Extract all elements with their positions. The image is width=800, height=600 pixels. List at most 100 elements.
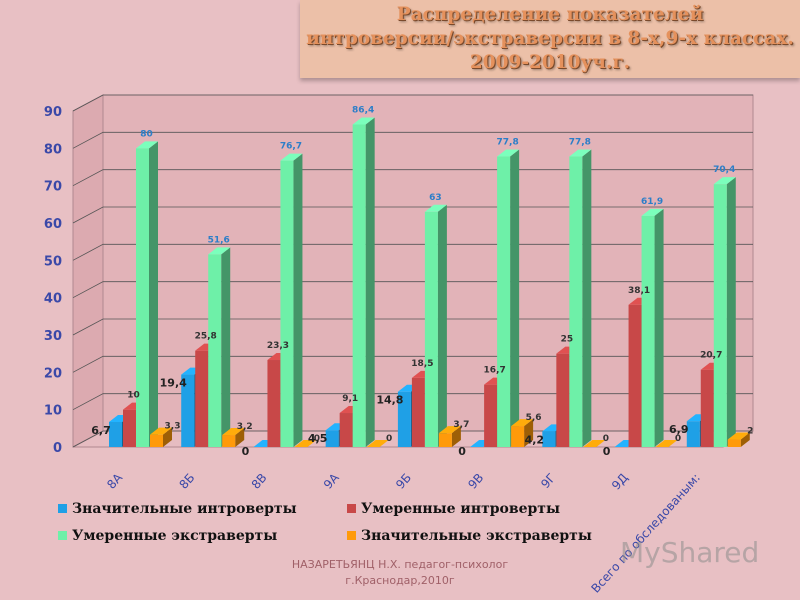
bar — [713, 177, 736, 447]
bar-side — [221, 247, 231, 447]
data-label: 19,4 — [160, 377, 187, 390]
data-label: 10 — [127, 391, 140, 401]
chart-bars — [109, 117, 750, 448]
bar-front — [123, 409, 136, 447]
bar-side — [437, 204, 447, 447]
y-tick-label: 50 — [44, 254, 62, 269]
bar-side — [293, 153, 303, 448]
bar-front — [352, 124, 366, 447]
bar-front — [628, 304, 642, 447]
bar — [583, 440, 606, 447]
data-label: 0 — [458, 445, 466, 458]
data-label: 61,9 — [641, 197, 663, 207]
data-label: 20,7 — [700, 351, 722, 361]
data-label: 6,9 — [669, 423, 689, 436]
bar-front — [208, 254, 222, 447]
bar-front — [686, 421, 700, 447]
bar — [366, 440, 389, 447]
legend-item: Значительные интроверты — [58, 501, 297, 517]
x-tick-label: 9А — [321, 470, 343, 492]
x-tick-label: 8А — [104, 470, 126, 492]
bar-front — [569, 156, 583, 447]
x-tick-label: Всего по обследованым: — [589, 471, 703, 596]
data-label: 38,1 — [628, 286, 650, 296]
x-tick-label: 8В — [249, 471, 270, 492]
bar-front — [484, 384, 498, 447]
chart-title: Распределение показателей интроверсии/эк… — [300, 0, 800, 78]
bar-top — [366, 440, 389, 447]
y-tick-label: 10 — [44, 404, 62, 419]
data-label: 0 — [386, 434, 392, 444]
footer-author: НАЗАРЕТЬЯНЦ Н.Х. педагог-психолог — [291, 558, 509, 571]
bar-top — [655, 440, 678, 447]
bar — [208, 247, 231, 447]
bar-front — [150, 434, 163, 447]
bar-front — [181, 374, 195, 447]
y-tick-label: 90 — [44, 105, 62, 120]
bar — [727, 432, 750, 447]
watermark-logo: MyShared — [620, 536, 760, 569]
bar-top — [352, 117, 375, 125]
bar-top — [208, 247, 231, 255]
bar-front — [511, 426, 525, 447]
bar — [294, 440, 317, 447]
gridline — [72, 355, 753, 373]
gridline — [72, 131, 753, 149]
data-label: 63 — [429, 193, 442, 203]
bar-front — [556, 353, 570, 447]
legend-item: Умеренные экстраверты — [58, 528, 277, 544]
legend: Значительные интроверты Умеренные интрове… — [58, 501, 592, 544]
bar-top — [569, 149, 592, 157]
data-label: 25 — [561, 335, 574, 345]
footer-credit: НАЗАРЕТЬЯНЦ Н.Х. педагог-психолог г.Крас… — [250, 557, 550, 589]
legend-label: Значительные интроверты — [72, 501, 297, 517]
bar-side — [235, 428, 245, 447]
bar — [222, 428, 245, 447]
y-tick-label: 60 — [44, 217, 62, 232]
bar-top — [583, 440, 606, 447]
gridline — [72, 281, 753, 299]
chart-title-line-2: интроверсии/экстраверсии в 8-х,9-х класс… — [306, 28, 794, 49]
gridline — [72, 243, 753, 261]
bar-front — [109, 421, 122, 447]
bar-top — [424, 204, 447, 212]
footer-city-year: г.Краснодар,2010г — [345, 574, 455, 587]
data-label: 0 — [242, 445, 250, 458]
chart-data-labels: 6,710803,319,425,851,63,2023,376,704,59,… — [91, 105, 753, 458]
gridline — [72, 393, 753, 411]
y-tick-label: 30 — [44, 329, 62, 344]
bar — [511, 419, 534, 447]
chart-title-line-1: Распределение показателей — [396, 4, 704, 25]
bar-top — [136, 141, 158, 149]
data-label: 16,7 — [484, 366, 506, 376]
y-tick-label: 70 — [44, 180, 62, 195]
gridline — [72, 169, 753, 187]
data-label: 86,4 — [352, 105, 374, 115]
bar-side — [740, 432, 750, 447]
bar-top — [641, 208, 664, 216]
bar-top — [222, 428, 245, 436]
bar-front — [280, 160, 294, 448]
bar — [497, 149, 520, 447]
data-label: 0 — [603, 445, 611, 458]
legend-swatch — [58, 531, 67, 540]
legend-label: Умеренные интроверты — [361, 501, 560, 517]
data-label: 18,5 — [411, 359, 433, 369]
x-tick-label: 9Б — [393, 471, 414, 492]
bar-side — [149, 141, 158, 448]
data-label: 6,7 — [91, 424, 111, 437]
data-label: 77,8 — [497, 138, 519, 148]
legend-item: Умеренные интроверты — [347, 501, 560, 517]
bar-front — [136, 148, 149, 448]
data-label: 0 — [603, 434, 609, 444]
legend-item: Значительные экстраверты — [347, 528, 592, 544]
data-label: 76,7 — [280, 142, 302, 152]
data-label: 9,1 — [342, 394, 358, 404]
data-label: 4,2 — [525, 433, 545, 446]
y-axis: 0 10 20 30 40 50 60 70 80 90 — [44, 105, 62, 456]
chart-side-wall — [72, 94, 104, 448]
bar-top — [713, 177, 736, 185]
x-tick-label: 9В — [465, 471, 486, 492]
bar — [150, 427, 172, 447]
